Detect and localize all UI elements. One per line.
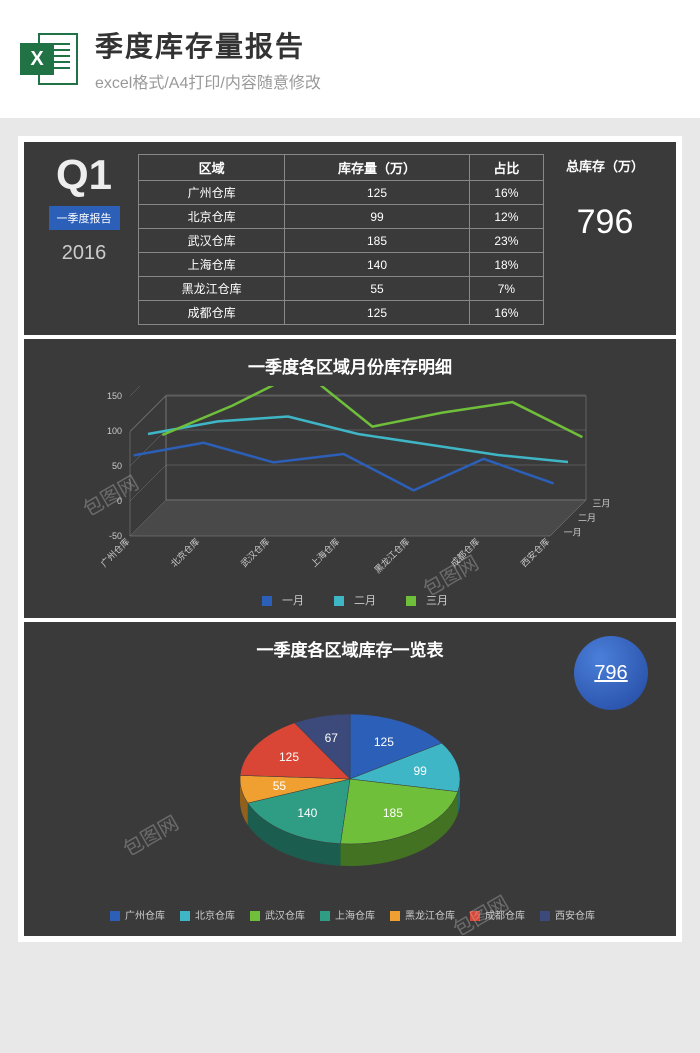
line-chart: -50050100150广州仓库北京仓库武汉仓库上海仓库黑龙江仓库成都仓库西安仓…: [48, 386, 652, 586]
table-cell: 99: [285, 205, 469, 229]
svg-text:成都仓库: 成都仓库: [448, 536, 481, 569]
total-label: 总库存（万）: [566, 156, 644, 175]
quarter-label: Q1: [56, 154, 112, 196]
table-cell: 16%: [469, 181, 543, 205]
legend-item: 成都仓库: [465, 911, 525, 922]
line-chart-panel: 一季度各区域月份库存明细 -50050100150广州仓库北京仓库武汉仓库上海仓…: [24, 339, 676, 618]
summary-section: Q1 一季度报告 2016 区域库存量（万）占比 广州仓库12516%北京仓库9…: [24, 142, 676, 335]
legend-item: 西安仓库: [535, 911, 595, 922]
pie-chart-title: 一季度各区域库存一览表: [48, 636, 652, 661]
total-block: 总库存（万） 796: [550, 154, 660, 325]
svg-text:二月: 二月: [578, 513, 596, 523]
quarter-tag: 一季度报告: [49, 206, 120, 230]
table-row: 北京仓库9912%: [139, 205, 544, 229]
svg-text:99: 99: [413, 764, 427, 778]
svg-text:北京仓库: 北京仓库: [168, 536, 201, 569]
table-header: 库存量（万）: [285, 155, 469, 181]
svg-text:三月: 三月: [592, 499, 610, 509]
table-cell: 23%: [469, 229, 543, 253]
table-row: 成都仓库12516%: [139, 301, 544, 325]
svg-text:武汉仓库: 武汉仓库: [238, 536, 271, 569]
table-cell: 上海仓库: [139, 253, 285, 277]
table-row: 广州仓库12516%: [139, 181, 544, 205]
header-subtitle: excel格式/A4打印/内容随意修改: [95, 69, 680, 93]
svg-text:100: 100: [107, 426, 122, 436]
svg-text:上海仓库: 上海仓库: [308, 536, 341, 569]
template-header: X 季度库存量报告 excel格式/A4打印/内容随意修改: [0, 0, 700, 118]
table-cell: 7%: [469, 277, 543, 301]
legend-item: 三月: [396, 595, 448, 607]
svg-text:150: 150: [107, 391, 122, 401]
table-row: 上海仓库14018%: [139, 253, 544, 277]
table-cell: 16%: [469, 301, 543, 325]
table-row: 武汉仓库18523%: [139, 229, 544, 253]
quarter-block: Q1 一季度报告 2016: [36, 154, 132, 325]
svg-text:一月: 一月: [564, 527, 582, 537]
table-cell: 成都仓库: [139, 301, 285, 325]
table-cell: 北京仓库: [139, 205, 285, 229]
table-cell: 125: [285, 301, 469, 325]
table-cell: 140: [285, 253, 469, 277]
svg-text:185: 185: [383, 806, 403, 820]
table-cell: 185: [285, 229, 469, 253]
legend-item: 一月: [252, 595, 304, 607]
table-cell: 18%: [469, 253, 543, 277]
svg-text:125: 125: [374, 735, 394, 749]
table-cell: 广州仓库: [139, 181, 285, 205]
line-chart-title: 一季度各区域月份库存明细: [48, 353, 652, 378]
legend-item: 二月: [324, 595, 376, 607]
svg-text:140: 140: [297, 806, 317, 820]
svg-text:黑龙江仓库: 黑龙江仓库: [372, 536, 412, 576]
table-cell: 12%: [469, 205, 543, 229]
svg-text:55: 55: [273, 779, 287, 793]
svg-text:西安仓库: 西安仓库: [518, 536, 551, 569]
inventory-table: 区域库存量（万）占比 广州仓库12516%北京仓库9912%武汉仓库18523%…: [138, 154, 544, 325]
svg-text:0: 0: [117, 496, 122, 506]
legend-item: 上海仓库: [315, 911, 375, 922]
table-cell: 黑龙江仓库: [139, 277, 285, 301]
table-cell: 55: [285, 277, 469, 301]
legend-item: 武汉仓库: [245, 911, 305, 922]
table-cell: 125: [285, 181, 469, 205]
pie-chart: 125 99 185 140 55 125 67: [48, 669, 652, 899]
pie-chart-legend: 广州仓库北京仓库武汉仓库上海仓库黑龙江仓库成都仓库西安仓库: [48, 907, 652, 922]
line-chart-legend: 一月 二月 三月: [48, 592, 652, 608]
quarter-year: 2016: [62, 242, 107, 265]
table-header: 区域: [139, 155, 285, 181]
excel-badge-letter: X: [20, 43, 54, 75]
legend-item: 黑龙江仓库: [385, 911, 455, 922]
pie-chart-panel: 一季度各区域库存一览表 796 125991851405512567 广州仓库北…: [24, 622, 676, 936]
table-row: 黑龙江仓库557%: [139, 277, 544, 301]
svg-text:50: 50: [112, 461, 122, 471]
table-cell: 武汉仓库: [139, 229, 285, 253]
spreadsheet-preview: Q1 一季度报告 2016 区域库存量（万）占比 广州仓库12516%北京仓库9…: [18, 136, 682, 942]
legend-item: 北京仓库: [175, 911, 235, 922]
legend-item: 广州仓库: [105, 911, 165, 922]
header-text: 季度库存量报告 excel格式/A4打印/内容随意修改: [95, 25, 680, 93]
header-title: 季度库存量报告: [95, 25, 680, 65]
svg-text:67: 67: [325, 731, 339, 745]
excel-icon: X: [20, 29, 80, 89]
svg-text:125: 125: [279, 750, 299, 764]
table-header: 占比: [469, 155, 543, 181]
total-value: 796: [577, 203, 634, 242]
